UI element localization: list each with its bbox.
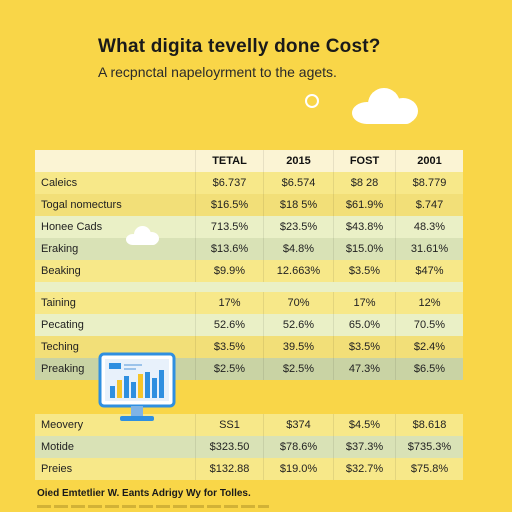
row-label: Togal nomecturs xyxy=(41,199,122,211)
page-title: What digita tevelly done Cost? xyxy=(98,36,381,57)
table-cell: 39.5% xyxy=(263,336,333,358)
table-row: Togal nomecturs $16.5% $18 5% $61.9% $.7… xyxy=(35,194,463,216)
table-cell: $374 xyxy=(263,414,333,436)
table-cell: SS1 xyxy=(195,414,263,436)
table-cell: $4.5% xyxy=(333,414,395,436)
table-cell: 52.6% xyxy=(263,314,333,336)
table-cell: $78.6% xyxy=(263,436,333,458)
row-label: Preaking xyxy=(41,363,85,375)
table-header-cell xyxy=(35,150,195,172)
table-cell: 31.61% xyxy=(395,238,463,260)
table-row: Eraking $13.6% $4.8% $15.0% 31.61% xyxy=(35,238,463,260)
table-cell: $19.0% xyxy=(263,458,333,480)
table-cell: $37.3% xyxy=(333,436,395,458)
table-header-row: TETAL 2015 FOST 2001 xyxy=(35,150,463,172)
table-cell: $132.88 xyxy=(195,458,263,480)
row-label: Preies xyxy=(41,463,73,475)
row-label: Caleics xyxy=(41,177,78,189)
table-cell: $75.8% xyxy=(395,458,463,480)
table-row: Beaking $9.9% 12.663% $3.5% $47% xyxy=(35,260,463,282)
table-cell: 713.5% xyxy=(195,216,263,238)
table-row: Honee Cads 713.5% $23.5% $43.8% 48.3% xyxy=(35,216,463,238)
table-cell: $43.8% xyxy=(333,216,395,238)
table-cell: 47.3% xyxy=(333,358,395,380)
table-cell: 17% xyxy=(195,292,263,314)
table-header-cell: 2015 xyxy=(263,150,333,172)
table-cell: 70.5% xyxy=(395,314,463,336)
table-cell: $6.574 xyxy=(263,172,333,194)
table-row: Motide $323.50 $78.6% $37.3% $735.3% xyxy=(35,436,463,458)
table-cell: $13.6% xyxy=(195,238,263,260)
table-cell: 65.0% xyxy=(333,314,395,336)
table-cell: $9.9% xyxy=(195,260,263,282)
row-label: Motide xyxy=(41,441,75,453)
table-cell: $32.7% xyxy=(333,458,395,480)
row-label: Taining xyxy=(41,297,76,309)
table-cell: $2.5% xyxy=(195,358,263,380)
row-label: Eraking xyxy=(41,243,79,255)
table-cell: $2.5% xyxy=(263,358,333,380)
table-cell: $23.5% xyxy=(263,216,333,238)
table-header-cell: FOST xyxy=(333,150,395,172)
cloud-icon xyxy=(126,226,160,246)
table-cell: $15.0% xyxy=(333,238,395,260)
table-cell: $16.5% xyxy=(195,194,263,216)
table-cell: 12.663% xyxy=(263,260,333,282)
table-row: Pecating 52.6% 52.6% 65.0% 70.5% xyxy=(35,314,463,336)
monitor-icon xyxy=(98,352,176,421)
table-cell: 52.6% xyxy=(195,314,263,336)
table-cell: $3.5% xyxy=(195,336,263,358)
circle-icon xyxy=(305,94,319,108)
table-row: Preies $132.88 $19.0% $32.7% $75.8% xyxy=(35,458,463,480)
table-header-cell: TETAL xyxy=(195,150,263,172)
row-label: Honee Cads xyxy=(41,221,103,233)
row-label: Beaking xyxy=(41,265,81,277)
footer-text: Oied Emtetlier W. Eants Adrigy Wy for To… xyxy=(37,488,251,499)
table-cell: $4.8% xyxy=(263,238,333,260)
table-cell: $8.779 xyxy=(395,172,463,194)
table-cell: $323.50 xyxy=(195,436,263,458)
table-header-cell: 2001 xyxy=(395,150,463,172)
table-cell: $47% xyxy=(395,260,463,282)
table-cell: $6.5% xyxy=(395,358,463,380)
table-cell: $8.618 xyxy=(395,414,463,436)
table-cell: $6.737 xyxy=(195,172,263,194)
table-cell: $8 28 xyxy=(333,172,395,194)
table-row: Taining 17% 70% 17% 12% xyxy=(35,292,463,314)
cloud-icon xyxy=(352,86,420,126)
table-cell: 12% xyxy=(395,292,463,314)
table-cell: $3.5% xyxy=(333,260,395,282)
table-row: Caleics $6.737 $6.574 $8 28 $8.779 xyxy=(35,172,463,194)
table-cell: 17% xyxy=(333,292,395,314)
table-cell: $3.5% xyxy=(333,336,395,358)
table-cell: $2.4% xyxy=(395,336,463,358)
footer-divider xyxy=(37,505,269,508)
table-cell: 70% xyxy=(263,292,333,314)
row-label: Meovery xyxy=(41,419,84,431)
table-cell: $61.9% xyxy=(333,194,395,216)
table-cell: $18 5% xyxy=(263,194,333,216)
row-label: Teching xyxy=(41,341,79,353)
table-cell: 48.3% xyxy=(395,216,463,238)
table-cell: $735.3% xyxy=(395,436,463,458)
page-subtitle: A recpnctal napeloyrment to the agets. xyxy=(98,64,337,80)
row-label: Pecating xyxy=(41,319,84,331)
table-cell: $.747 xyxy=(395,194,463,216)
